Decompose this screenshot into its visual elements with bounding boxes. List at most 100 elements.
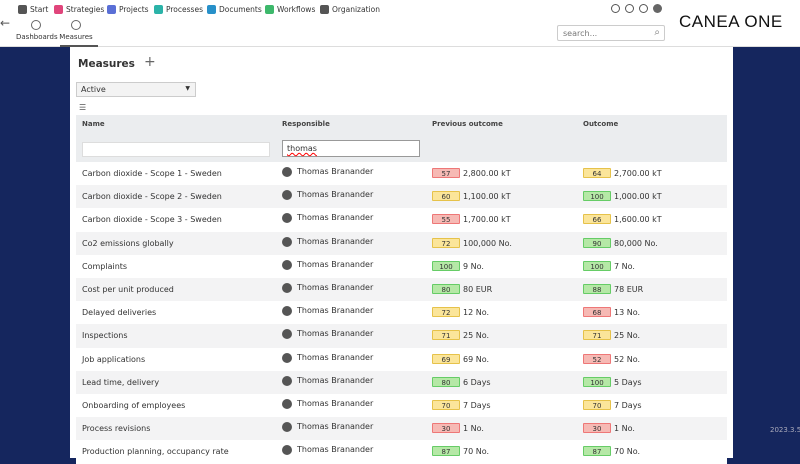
prev-value: 69 No.: [463, 354, 490, 364]
score: 52: [583, 353, 611, 364]
prev-value: 1 No.: [463, 424, 484, 434]
filter-icon[interactable]: ☰: [79, 103, 87, 112]
score: 71: [583, 330, 611, 341]
prev-score: 71: [432, 330, 460, 341]
tool-icons: [611, 4, 662, 13]
responsible: Thomas Branander: [297, 167, 374, 176]
table-row[interactable]: [76, 185, 727, 209]
help-icon[interactable]: [611, 4, 620, 13]
brand: CANEA ONE: [679, 12, 783, 31]
table-row[interactable]: [76, 231, 727, 255]
avatar: [282, 399, 292, 409]
table-row[interactable]: [76, 324, 727, 348]
name-filter[interactable]: [82, 142, 270, 157]
nav-label: Processes: [166, 4, 203, 14]
measure-name: Delayed deliveries: [82, 308, 157, 318]
nav-item[interactable]: Projects: [107, 3, 149, 15]
nav-item[interactable]: Documents: [207, 3, 262, 15]
prev-score: 100: [432, 260, 460, 271]
table-row[interactable]: [76, 417, 727, 441]
value: 5 Days: [614, 377, 642, 387]
prev-value: 6 Days: [463, 377, 491, 387]
nav-item[interactable]: Organization: [320, 3, 380, 15]
measure-name: Production planning, occupancy rate: [82, 447, 229, 457]
prev-value: 1,100.00 kT: [463, 192, 511, 202]
responsible: Thomas Branander: [297, 259, 374, 269]
nav-item[interactable]: Processes: [154, 3, 203, 15]
table-row[interactable]: [76, 394, 727, 418]
avatar: [282, 375, 292, 386]
prev-score: 60: [432, 191, 460, 202]
nav-icon: [207, 4, 216, 14]
avatar: [282, 352, 292, 363]
nav-icon: [320, 4, 329, 14]
prev-score: 57: [432, 168, 460, 178]
support-icon[interactable]: [625, 4, 634, 13]
measure-name: Onboarding of employees: [82, 401, 186, 410]
responsible: Thomas Branander: [297, 422, 374, 432]
column-header: Name: [82, 120, 105, 128]
avatar: [282, 213, 292, 224]
status-dropdown[interactable]: Active ▼: [76, 82, 196, 97]
score: 88: [583, 284, 611, 294]
search-placeholder: search...: [563, 29, 598, 38]
table-row[interactable]: [76, 162, 727, 186]
score: 30: [583, 423, 611, 434]
value: 2,700.00 kT: [614, 169, 662, 178]
nav-item[interactable]: Start: [18, 3, 48, 15]
user-avatar[interactable]: [653, 4, 662, 13]
table-row[interactable]: [76, 278, 727, 302]
prev-value: 70 No.: [463, 447, 490, 457]
value: 70 No.: [614, 447, 641, 457]
avatar: [282, 306, 292, 317]
table-row[interactable]: [76, 301, 727, 325]
nav-icon: [18, 4, 27, 14]
score: 100: [583, 260, 611, 271]
back-arrow[interactable]: ←: [0, 16, 11, 30]
add-button[interactable]: +: [144, 54, 156, 70]
responsible: Thomas Branander: [297, 375, 374, 385]
responsible: Thomas Branander: [297, 445, 374, 455]
subnav-item[interactable]: Measures: [56, 20, 96, 41]
dropdown-caret: ▼: [185, 85, 190, 92]
measure-name: Job applications: [82, 354, 146, 364]
nav-label: Strategies: [66, 4, 105, 14]
responsible: Thomas Branander: [297, 399, 374, 408]
value: 7 Days: [614, 401, 642, 410]
nav-icon: [107, 4, 116, 14]
value: 7 No.: [614, 261, 635, 271]
nav-label: Start: [30, 4, 49, 14]
score: 87: [583, 446, 611, 457]
value: 1,600.00 kT: [614, 215, 662, 225]
nav-label: Projects: [119, 4, 149, 14]
avatar: [282, 167, 292, 177]
prev-score: 72: [432, 237, 460, 248]
measure-name: Carbon dioxide - Scope 3 - Sweden: [82, 215, 222, 225]
prev-value: 100,000 No.: [463, 238, 512, 248]
prev-score: 30: [432, 423, 460, 434]
panel: Measures + Active ▼ ☰ thomas Name Responsi…: [70, 47, 733, 464]
nav-item[interactable]: Strategies: [54, 3, 104, 15]
score: 68: [583, 307, 611, 318]
measure-name: Carbon dioxide - Scope 2 - Sweden: [82, 192, 222, 202]
subnav-item[interactable]: Dashboards: [16, 20, 58, 41]
settings-icon[interactable]: [639, 4, 648, 13]
responsible-filter[interactable]: thomas: [282, 140, 420, 157]
nav-item[interactable]: Workflows: [265, 3, 315, 15]
nav-label: Workflows: [277, 4, 316, 14]
prev-value: 12 No.: [463, 308, 490, 318]
table-row[interactable]: [76, 347, 727, 371]
measure-name: Carbon dioxide - Scope 1 - Sweden: [82, 169, 222, 178]
status-filter: Active: [81, 85, 106, 94]
table-row[interactable]: [76, 208, 727, 232]
score: 100: [583, 191, 611, 202]
value: 25 No.: [614, 331, 641, 341]
page-title: Measures: [78, 58, 135, 70]
avatar: [282, 422, 292, 433]
table-row[interactable]: [76, 254, 727, 278]
search-box[interactable]: search... ⌕: [557, 25, 665, 41]
value: 52 No.: [614, 354, 641, 364]
table-row[interactable]: [76, 370, 727, 394]
prev-value: 2,800.00 kT: [463, 169, 511, 178]
responsible: Thomas Branander: [297, 236, 374, 246]
